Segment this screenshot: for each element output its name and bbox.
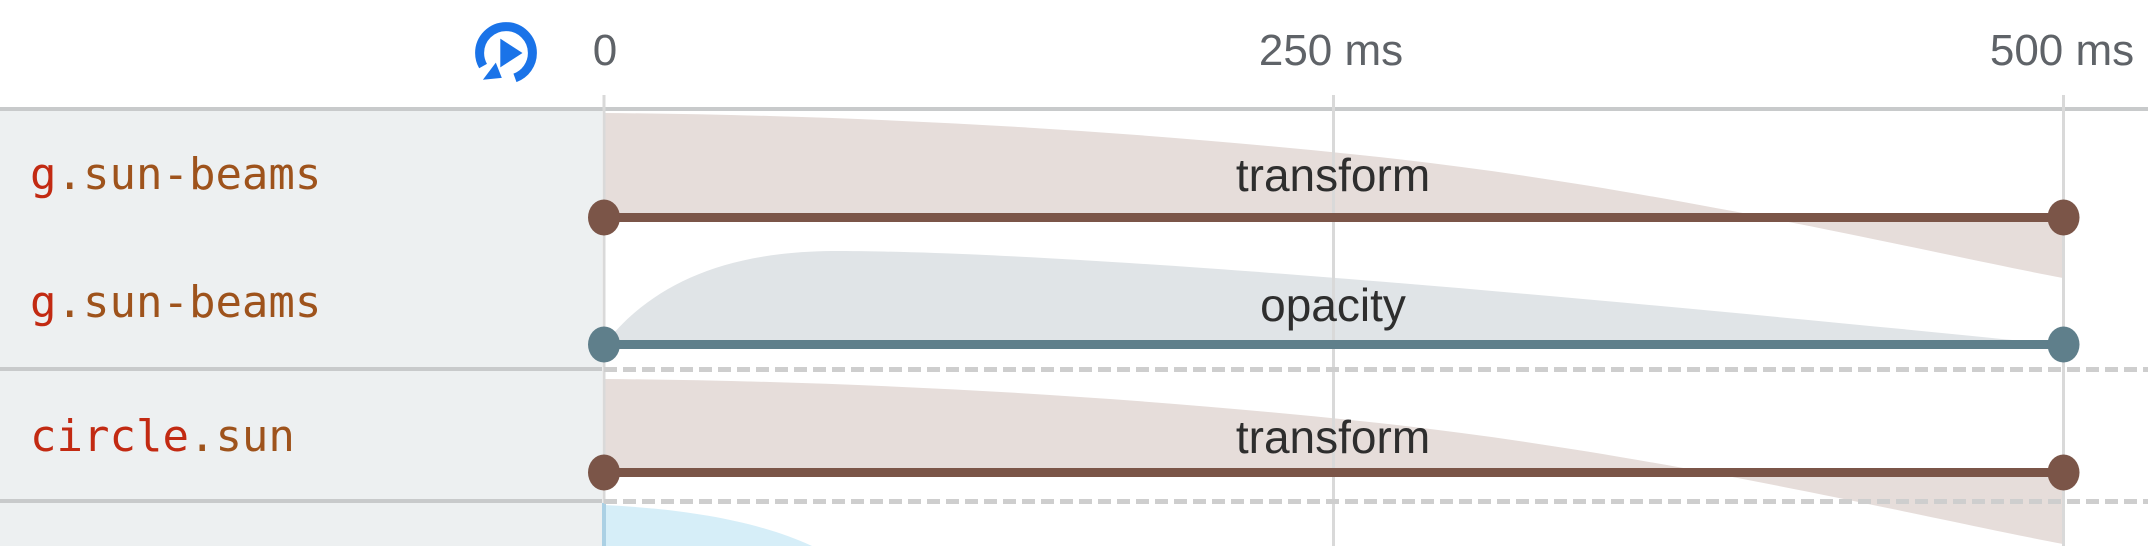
- axis-tick-500: 500 ms: [1989, 26, 2135, 75]
- header-divider: [0, 107, 2148, 111]
- group-separator: [0, 499, 602, 503]
- replay-icon-play-triangle: [500, 38, 523, 68]
- selector-tag: circle: [30, 411, 189, 462]
- axis-tick-250: 250 ms: [1258, 26, 1404, 75]
- group-separator: [0, 367, 602, 371]
- axis-tick-0: 0: [592, 26, 618, 75]
- keyframe-dot-start[interactable]: [588, 454, 620, 491]
- replay-button[interactable]: [470, 17, 542, 89]
- property-label: opacity: [1260, 279, 1406, 331]
- selector-tag: g: [30, 277, 57, 328]
- replay-icon-circle: [475, 22, 537, 84]
- keyframe-dot-end[interactable]: [2047, 326, 2080, 363]
- node-selector: g.sun-beams: [30, 153, 321, 197]
- selector-class: .sun-beams: [56, 149, 322, 200]
- easing-fill-partial: [604, 505, 812, 546]
- replay-icon: [475, 22, 537, 84]
- timeline-header[interactable]: 0 250 ms 500 ms: [0, 0, 2148, 107]
- sidebar: [0, 111, 602, 546]
- property-label: transform: [1235, 149, 1431, 201]
- node-selector: circle.sun: [30, 415, 295, 459]
- keyframe-dot-end[interactable]: [2047, 199, 2080, 236]
- keyframe-dot-end[interactable]: [2047, 454, 2080, 491]
- replay-icon-arrowhead: [482, 62, 502, 80]
- selector-class: .sun: [188, 411, 295, 462]
- property-label: transform: [1235, 411, 1431, 463]
- node-selector: g.sun-beams: [30, 281, 321, 325]
- keyframe-dot-start[interactable]: [588, 326, 620, 363]
- keyframe-dot-start[interactable]: [588, 199, 620, 236]
- selector-class: .sun-beams: [56, 277, 322, 328]
- selector-tag: g: [30, 149, 57, 200]
